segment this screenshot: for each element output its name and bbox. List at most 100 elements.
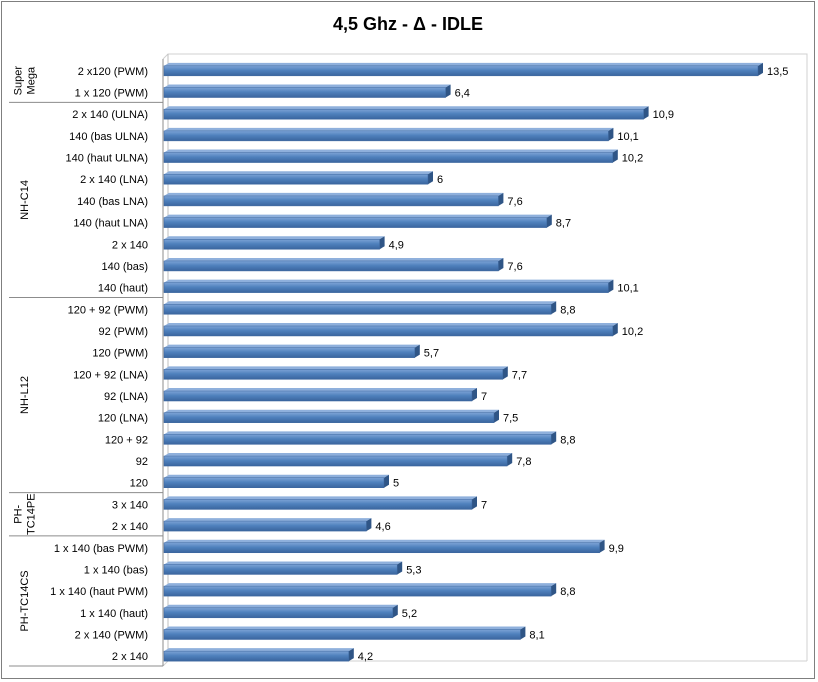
bar-top-face	[164, 518, 372, 522]
bar-end-face	[498, 192, 504, 206]
bar	[163, 369, 504, 380]
category-label: 2 x 140 (LNA)	[80, 174, 148, 186]
value-label: 4,6	[375, 521, 390, 533]
group-label: PH-TC14CS	[19, 570, 31, 631]
category-label: 140 (bas LNA)	[77, 196, 148, 208]
bar	[163, 130, 609, 142]
category-label: 120 (LNA)	[98, 413, 148, 425]
bar-end-face	[546, 214, 552, 228]
bar-end-face	[445, 84, 451, 98]
bar-end-face	[379, 236, 385, 250]
bar	[163, 477, 385, 488]
bar	[163, 239, 380, 250]
bar-end-face	[472, 496, 477, 510]
value-label: 13,5	[767, 66, 788, 78]
bar-top-face	[164, 106, 649, 110]
bar-top-face	[164, 388, 477, 392]
bar	[163, 304, 552, 315]
bar-top-face	[164, 322, 618, 326]
category-label: 120 + 92	[105, 434, 148, 446]
bar-end-face	[599, 539, 605, 553]
category-label: 2 x 140	[112, 651, 148, 663]
category-label: 2 x 140	[112, 239, 148, 251]
bar	[163, 650, 350, 662]
bar-end-face	[472, 388, 477, 402]
group-label: PH-TC14PE	[13, 493, 38, 535]
category-label: 140 (bas)	[102, 261, 148, 273]
bar-top-face	[164, 62, 763, 66]
bar-top-face	[164, 127, 614, 131]
value-label: 8,1	[529, 629, 544, 641]
bar-top-face	[164, 236, 385, 240]
value-label: 8,8	[560, 434, 575, 446]
bar	[163, 195, 499, 207]
bar-top-face	[164, 626, 526, 630]
value-label: 7,5	[503, 413, 518, 425]
bar-end-face	[494, 409, 499, 423]
bar	[163, 260, 499, 272]
bar	[163, 542, 600, 554]
bar	[163, 520, 367, 532]
bar	[163, 629, 521, 640]
value-label: 6	[437, 174, 443, 186]
value-label: 8,8	[560, 304, 575, 316]
bar-top-face	[164, 496, 477, 500]
category-label: 2 x 140 (ULNA)	[72, 109, 148, 121]
bar-top-face	[164, 301, 557, 305]
bar-top-face	[164, 648, 354, 652]
plot-back-wall	[162, 53, 808, 661]
bar	[163, 585, 552, 597]
bar-top-face	[164, 431, 557, 435]
bar-top-face	[164, 583, 557, 587]
category-label: 3 x 140	[112, 499, 148, 511]
bar-top-face	[164, 453, 513, 457]
value-label: 7	[481, 391, 487, 403]
value-label: 7	[481, 499, 487, 511]
category-label: 1 x 120 (PWM)	[75, 88, 148, 100]
category-label: 2 x120 (PWM)	[78, 66, 148, 78]
category-label: 2 x 140 (PWM)	[75, 629, 148, 641]
bar-top-face	[164, 344, 420, 348]
bar	[163, 412, 495, 423]
bar	[163, 173, 429, 185]
category-label: 1 x 140 (bas PWM)	[54, 543, 148, 555]
category-label: 140 (haut ULNA)	[65, 153, 148, 165]
value-label: 5,2	[402, 608, 417, 620]
bar-end-face	[414, 344, 420, 358]
category-label: 2 x 140	[112, 521, 148, 533]
value-label: 5,7	[424, 348, 439, 360]
bar-end-face	[608, 279, 614, 293]
category-label: 140 (haut LNA)	[73, 218, 148, 230]
value-label: 10,2	[622, 153, 643, 165]
bar	[163, 282, 609, 293]
category-label: 140 (haut)	[98, 283, 148, 295]
category-label: 1 x 140 (haut)	[80, 608, 148, 620]
bar	[163, 87, 446, 98]
bar	[163, 217, 548, 228]
bar	[163, 434, 552, 445]
bar-top-face	[164, 214, 552, 218]
value-label: 10,1	[617, 131, 638, 143]
bar-end-face	[520, 626, 526, 640]
category-label: 120	[130, 478, 148, 490]
bar-top-face	[164, 561, 403, 565]
bar-end-face	[507, 453, 513, 467]
bar-top-face	[164, 409, 499, 413]
bar	[163, 455, 508, 467]
category-label: 140 (bas ULNA)	[69, 131, 148, 143]
category-label: 1 x 140 (haut PWM)	[50, 586, 148, 598]
chart-title: 4,5 Ghz - Δ - IDLE	[333, 14, 483, 34]
bar-end-face	[384, 474, 389, 488]
bar-top-face	[164, 474, 389, 478]
bar	[163, 607, 394, 619]
bar	[163, 564, 398, 575]
bar	[163, 325, 614, 337]
value-label: 10,1	[617, 283, 638, 295]
value-label: 10,2	[622, 326, 643, 338]
category-label: 120 + 92 (LNA)	[73, 369, 148, 381]
bar	[163, 152, 614, 163]
category-label: 92 (PWM)	[99, 326, 149, 338]
bar-end-face	[502, 366, 508, 380]
